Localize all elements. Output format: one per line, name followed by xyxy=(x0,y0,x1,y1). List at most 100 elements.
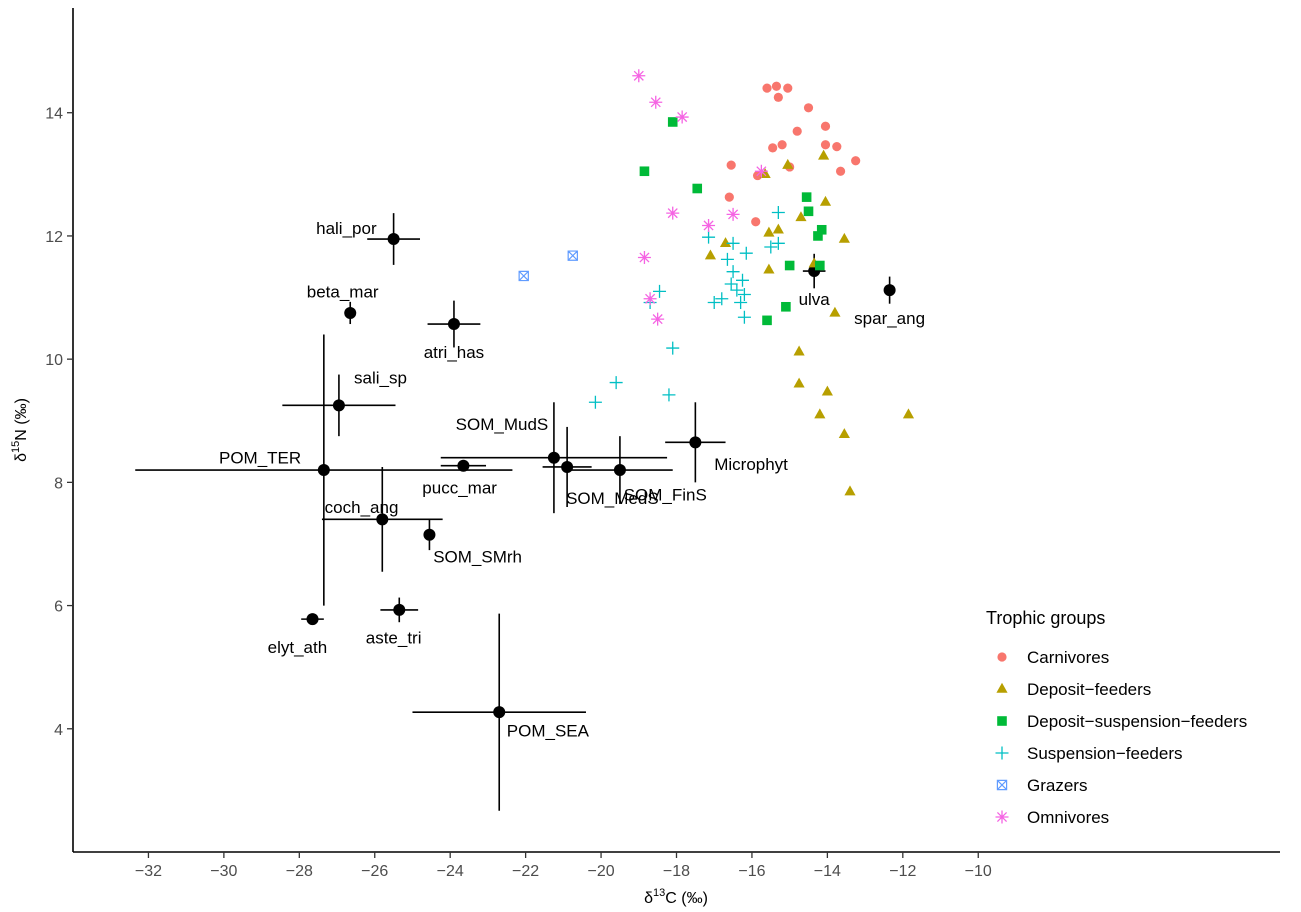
data-point xyxy=(832,142,842,152)
y-axis-ticks: 4 6 8 10 12 14 xyxy=(45,106,73,739)
data-point xyxy=(639,166,650,177)
data-point xyxy=(803,103,814,113)
data-point xyxy=(782,158,794,169)
source-som-fins: SOM_FinS xyxy=(567,436,707,505)
data-point xyxy=(704,249,717,260)
legend-key-suspension-feeders xyxy=(995,746,1009,760)
source-mean-point xyxy=(457,459,470,472)
source-label: SOM_FinS xyxy=(624,486,707,505)
data-point xyxy=(643,292,657,306)
data-point xyxy=(726,236,740,250)
source-label: pucc_mar xyxy=(422,478,497,497)
legend-item-grazers: Grazers xyxy=(996,776,1087,795)
data-point xyxy=(719,237,732,248)
source-label: SOM_SMrh xyxy=(433,547,522,566)
data-point xyxy=(815,260,825,271)
source-mean-point xyxy=(393,603,406,616)
data-point xyxy=(651,312,665,326)
data-point xyxy=(814,408,826,419)
data-point xyxy=(762,315,772,326)
x-tick-label: −12 xyxy=(889,863,916,880)
data-point xyxy=(707,295,721,309)
data-point xyxy=(783,83,793,93)
data-point xyxy=(792,126,802,136)
data-point xyxy=(751,217,761,227)
data-point xyxy=(768,143,778,153)
source-microphyt: Microphyt xyxy=(665,402,788,483)
legend-label: Omnivores xyxy=(1027,808,1109,827)
x-tick-label: −26 xyxy=(361,863,388,880)
source-mean-point xyxy=(387,233,400,246)
source-mean-point xyxy=(376,513,389,526)
x-tick-label: −14 xyxy=(814,863,841,880)
data-point xyxy=(795,211,807,222)
data-point xyxy=(726,265,740,279)
data-point xyxy=(737,310,751,324)
data-point xyxy=(773,92,783,102)
source-pom-sea: POM_SEA xyxy=(412,613,590,811)
source-pucc-mar: pucc_mar xyxy=(422,459,497,497)
source-label: elyt_ath xyxy=(268,638,328,657)
source-mean-point xyxy=(332,399,345,412)
source-label: SOM_MudS xyxy=(456,415,549,434)
source-mean-point xyxy=(423,528,436,541)
x-tick-label: −28 xyxy=(286,863,313,880)
data-point xyxy=(763,226,775,237)
series-deposit-suspension-feeders xyxy=(639,117,827,326)
data-point xyxy=(803,206,814,217)
data-point xyxy=(813,231,823,241)
x-tick-label: −32 xyxy=(135,863,162,880)
y-tick-label: 10 xyxy=(45,352,63,369)
data-point xyxy=(715,292,729,306)
data-point xyxy=(781,301,791,312)
legend-key-grazers xyxy=(996,779,1008,791)
legend-title: Trophic groups xyxy=(986,608,1105,628)
legend-key-deposit-suspension-feeders xyxy=(997,716,1007,726)
data-point xyxy=(730,283,744,297)
source-mean-point xyxy=(689,436,702,449)
source-label: Microphyt xyxy=(714,455,788,474)
legend-key-carnivores xyxy=(997,652,1007,662)
data-point xyxy=(739,246,753,260)
data-point xyxy=(772,223,784,234)
source-mean-point xyxy=(344,306,357,319)
data-point xyxy=(649,95,663,109)
data-point xyxy=(637,251,651,265)
legend: Trophic groups Carnivores Deposit−feeders… xyxy=(986,608,1247,827)
source-beta-mar: beta_mar xyxy=(307,282,379,325)
data-point xyxy=(567,250,578,261)
data-point xyxy=(666,206,680,220)
data-point xyxy=(702,218,716,232)
data-point xyxy=(820,140,831,150)
legend-label: Suspension−feeders xyxy=(1027,744,1182,763)
data-point xyxy=(829,306,841,317)
data-point xyxy=(844,485,856,496)
source-mean-point xyxy=(547,451,560,464)
data-point xyxy=(754,164,768,178)
y-tick-label: 4 xyxy=(54,722,63,739)
data-point xyxy=(777,140,787,150)
data-point xyxy=(771,206,785,220)
series-carnivores xyxy=(724,81,861,227)
data-point xyxy=(609,376,623,390)
source-mean-point xyxy=(883,284,896,297)
data-point xyxy=(588,395,602,409)
data-point xyxy=(720,252,734,266)
data-point xyxy=(819,195,832,206)
source-label: POM_TER xyxy=(219,449,301,468)
source-label: coch_ang xyxy=(325,498,399,517)
y-tick-label: 14 xyxy=(45,106,63,123)
source-elyt-ath: elyt_ath xyxy=(268,613,328,657)
source-mean-point xyxy=(317,464,330,477)
data-point xyxy=(820,121,831,131)
source-aste-tri: aste_tri xyxy=(366,597,422,648)
data-point xyxy=(902,408,915,419)
data-point xyxy=(702,230,716,244)
source-pom-ter: POM_TER xyxy=(135,334,513,606)
data-point xyxy=(793,345,805,356)
x-axis-title: δ13C (‰) xyxy=(644,887,708,907)
series-omnivores xyxy=(632,69,768,326)
data-point xyxy=(784,260,795,271)
source-label: aste_tri xyxy=(366,629,422,648)
